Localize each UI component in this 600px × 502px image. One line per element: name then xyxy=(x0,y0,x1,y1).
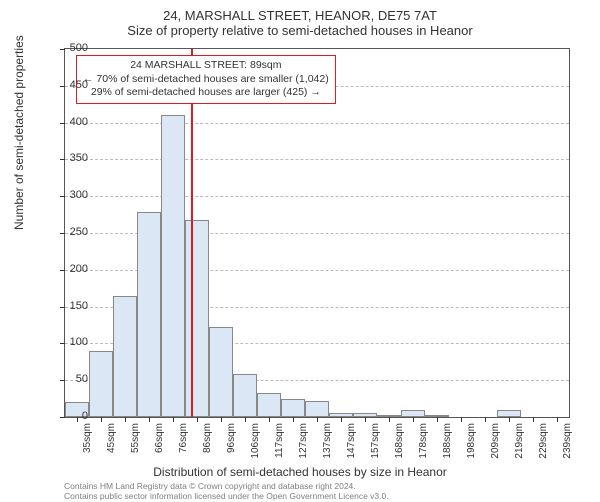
ytick-label: 150 xyxy=(38,300,88,312)
ytick-label: 350 xyxy=(38,152,88,164)
histogram-bar xyxy=(233,374,257,417)
xtick-mark xyxy=(461,417,462,422)
xtick-mark xyxy=(197,417,198,422)
xtick-mark xyxy=(317,417,318,422)
xtick-mark xyxy=(341,417,342,422)
histogram-bar xyxy=(497,410,521,417)
histogram-bar xyxy=(257,393,281,417)
plot-area: 35sqm45sqm55sqm66sqm76sqm86sqm96sqm106sq… xyxy=(64,48,570,418)
histogram-bar xyxy=(209,327,233,417)
xtick-mark xyxy=(389,417,390,422)
xtick-mark xyxy=(437,417,438,422)
reference-line xyxy=(191,49,193,417)
xtick-mark xyxy=(125,417,126,422)
xtick-mark xyxy=(101,417,102,422)
chart: 35sqm45sqm55sqm66sqm76sqm86sqm96sqm106sq… xyxy=(64,48,570,418)
ytick-label: 0 xyxy=(38,410,88,422)
ytick-label: 200 xyxy=(38,263,88,275)
ytick-label: 250 xyxy=(38,226,88,238)
credits: Contains HM Land Registry data © Crown c… xyxy=(64,482,389,502)
xtick-mark xyxy=(557,417,558,422)
annotation-box: 24 MARSHALL STREET: 89sqm← 70% of semi-d… xyxy=(76,55,336,104)
ytick-label: 450 xyxy=(38,79,88,91)
ytick-label: 400 xyxy=(38,116,88,128)
page-subtitle: Size of property relative to semi-detach… xyxy=(0,23,600,38)
ytick-label: 100 xyxy=(38,336,88,348)
xtick-mark xyxy=(293,417,294,422)
histogram-bar xyxy=(89,351,113,417)
xtick-mark xyxy=(173,417,174,422)
x-axis-label: Distribution of semi-detached houses by … xyxy=(0,465,600,479)
annotation-line: 29% of semi-detached houses are larger (… xyxy=(83,86,329,100)
gridline xyxy=(65,123,569,124)
credits-line-2: Contains public sector information licen… xyxy=(64,492,389,502)
xtick-mark xyxy=(413,417,414,422)
gridline xyxy=(65,159,569,160)
histogram-bar xyxy=(161,115,185,417)
ytick-label: 500 xyxy=(38,42,88,54)
histogram-bar xyxy=(305,401,329,417)
xtick-mark xyxy=(269,417,270,422)
histogram-bar xyxy=(281,399,305,417)
histogram-bar xyxy=(401,410,425,417)
ytick-label: 50 xyxy=(38,373,88,385)
page-title: 24, MARSHALL STREET, HEANOR, DE75 7AT xyxy=(0,8,600,23)
histogram-bar xyxy=(113,296,137,417)
annotation-line: 24 MARSHALL STREET: 89sqm xyxy=(83,59,329,73)
gridline xyxy=(65,196,569,197)
xtick-mark xyxy=(149,417,150,422)
annotation-line: ← 70% of semi-detached houses are smalle… xyxy=(83,73,329,87)
histogram-bar xyxy=(137,212,161,417)
xtick-mark xyxy=(533,417,534,422)
ytick-label: 300 xyxy=(38,189,88,201)
xtick-mark xyxy=(509,417,510,422)
xtick-mark xyxy=(221,417,222,422)
y-axis-label: Number of semi-detached properties xyxy=(12,35,26,230)
xtick-mark xyxy=(365,417,366,422)
xtick-mark xyxy=(245,417,246,422)
histogram-bar xyxy=(185,220,209,417)
xtick-mark xyxy=(485,417,486,422)
